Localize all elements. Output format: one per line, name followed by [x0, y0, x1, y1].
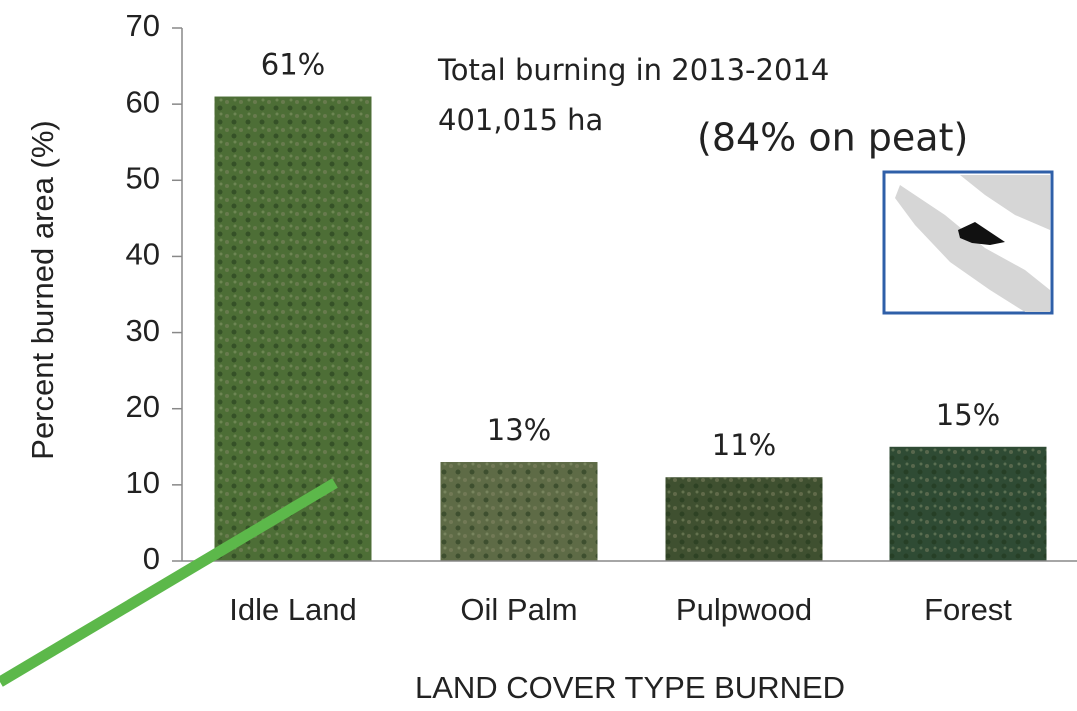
x-tick-label: Pulpwood	[676, 592, 812, 627]
y-tick-label: 30	[126, 313, 160, 348]
value-label: 13%	[487, 413, 551, 447]
bar-texture	[665, 477, 823, 561]
y-tick-label: 60	[126, 84, 160, 119]
bar-texture	[889, 446, 1047, 561]
y-tick-label: 0	[143, 541, 160, 576]
x-tick-label: Idle Land	[229, 592, 357, 627]
x-tick-label: Oil Palm	[460, 592, 577, 627]
annotation: (84% on peat)	[697, 116, 968, 160]
y-tick-label: 70	[126, 8, 160, 43]
x-tick-label: Forest	[924, 592, 1012, 627]
annotation: 401,015 ha	[438, 103, 603, 137]
value-label: 61%	[261, 48, 325, 82]
y-tick-label: 10	[126, 465, 160, 500]
bar-texture	[214, 96, 372, 562]
value-label: 11%	[712, 428, 776, 462]
annotation: Total burning in 2013-2014	[437, 53, 829, 87]
x-axis-title: LAND COVER TYPE BURNED	[415, 670, 845, 705]
pointer-arrow	[0, 478, 338, 687]
bar-texture	[440, 462, 598, 561]
y-tick-label: 20	[126, 389, 160, 424]
y-tick-label: 40	[126, 237, 160, 272]
y-tick-label: 50	[126, 160, 160, 195]
y-axis-title: Percent burned area (%)	[25, 120, 60, 459]
inset-map	[882, 170, 1054, 315]
value-label: 15%	[936, 398, 1000, 432]
